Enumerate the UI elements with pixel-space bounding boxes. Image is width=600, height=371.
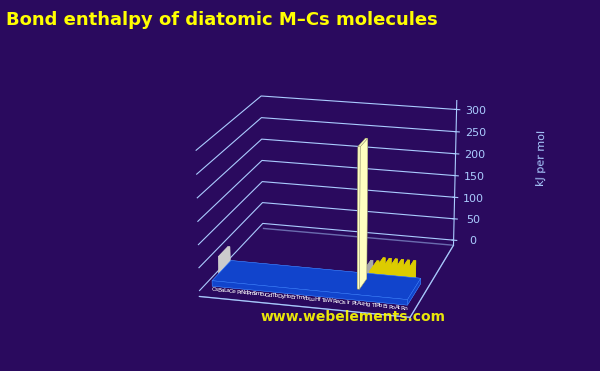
Text: www.webelements.com: www.webelements.com bbox=[260, 311, 446, 324]
Text: Bond enthalpy of diatomic M–Cs molecules: Bond enthalpy of diatomic M–Cs molecules bbox=[6, 11, 438, 29]
